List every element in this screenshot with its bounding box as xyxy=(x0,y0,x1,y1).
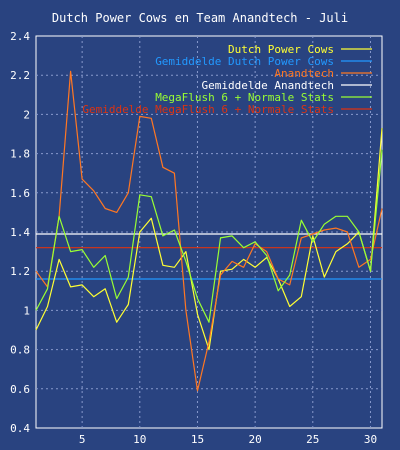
x-tick-label: 10 xyxy=(133,433,146,446)
series-line-2 xyxy=(35,70,383,392)
y-tick-label: 0.6 xyxy=(10,383,30,396)
legend-label: MegaFlush 6 + Normale Stats xyxy=(155,91,334,104)
legend-label: Anandtech xyxy=(274,67,334,80)
y-tick-label: 1.8 xyxy=(10,148,30,161)
series-group xyxy=(35,70,383,392)
series-line-4 xyxy=(35,149,383,323)
y-tick-label: 0.8 xyxy=(10,344,30,357)
y-tick-label: 2.2 xyxy=(10,69,30,82)
y-tick-label: 2 xyxy=(23,108,30,121)
y-tick-label: 1.6 xyxy=(10,187,30,200)
grid xyxy=(36,36,382,428)
legend-label: Dutch Power Cows xyxy=(228,43,334,56)
x-tick-label: 15 xyxy=(191,433,204,446)
legend-label: Gemiddelde Dutch Power Cows xyxy=(155,55,334,68)
legend-label: Gemiddelde MegaFlush 6 + Normale Stats xyxy=(82,103,334,116)
y-tick-label: 2.4 xyxy=(10,30,30,43)
x-tick-label: 20 xyxy=(249,433,262,446)
y-tick-label: 1.4 xyxy=(10,226,30,239)
x-tick-label: 5 xyxy=(79,433,86,446)
x-tick-label: 25 xyxy=(306,433,319,446)
y-tick-label: 0.4 xyxy=(10,422,30,435)
x-tick-label: 30 xyxy=(364,433,377,446)
y-tick-label: 1.2 xyxy=(10,265,30,278)
chart-title: Dutch Power Cows en Team Anandtech - Jul… xyxy=(52,11,348,25)
series-line-0 xyxy=(35,128,383,351)
legend-label: Gemiddelde Anandtech xyxy=(202,79,334,92)
axes: 0.4 0.6 0.8 1 1.2 1.4 1.6 1.8 2 2.2 2.4 5 10 15 20 25 30 xyxy=(10,30,377,446)
y-tick-label: 1 xyxy=(23,304,30,317)
